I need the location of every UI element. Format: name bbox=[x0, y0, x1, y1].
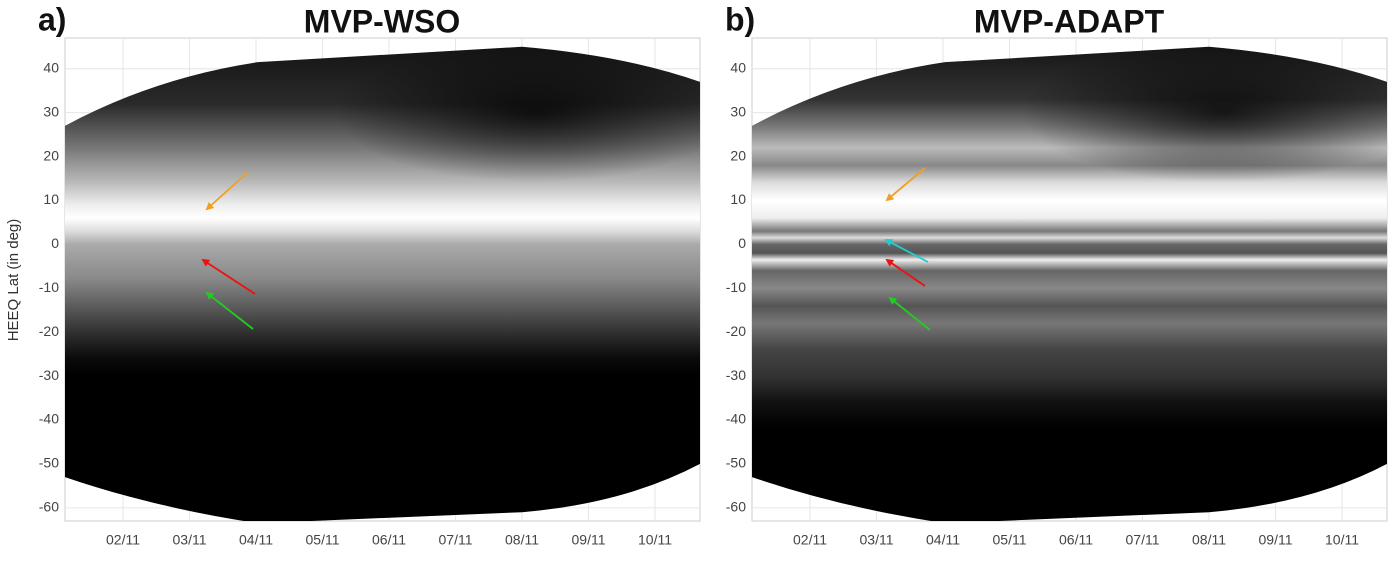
chart-title: MVP-WSO bbox=[304, 3, 460, 39]
y-tick-label: 0 bbox=[738, 235, 746, 251]
y-tick-label: 30 bbox=[43, 103, 59, 119]
x-tick-label: 06/11 bbox=[1059, 532, 1093, 548]
chart-title: MVP-ADAPT bbox=[974, 3, 1165, 39]
x-tick-label: 02/11 bbox=[106, 532, 140, 548]
x-tick-label: 04/11 bbox=[926, 532, 960, 548]
annotation-arrow bbox=[205, 291, 254, 330]
y-tick-label: 10 bbox=[43, 191, 59, 207]
panel-label: b) bbox=[725, 1, 755, 37]
annotation-arrow bbox=[885, 167, 926, 202]
x-tick-label: 04/11 bbox=[239, 532, 273, 548]
y-tick-label: 20 bbox=[43, 147, 59, 163]
y-tick-label: -10 bbox=[39, 279, 59, 295]
y-tick-label: -30 bbox=[39, 367, 59, 383]
y-tick-label: 20 bbox=[730, 147, 746, 163]
heatmap-image bbox=[65, 46, 700, 521]
x-tick-label: 03/11 bbox=[173, 532, 207, 548]
annotation-arrow bbox=[884, 239, 929, 263]
panel: b) MVP-ADAPT -60 -50 -40 -30 -20 -10 0 10 20 30 40 02… bbox=[725, 1, 1388, 548]
x-tick-label: 09/11 bbox=[1259, 532, 1293, 548]
y-tick-label: -30 bbox=[726, 367, 746, 383]
heatmap-shade bbox=[335, 46, 700, 183]
y-tick-label: -10 bbox=[726, 279, 746, 295]
annotation-arrow bbox=[201, 258, 256, 295]
y-tick-label: -50 bbox=[39, 455, 59, 471]
x-tick-label: 05/11 bbox=[306, 532, 340, 548]
heatmap-shade bbox=[1022, 46, 1387, 183]
x-tick-label: 02/11 bbox=[793, 532, 827, 548]
annotation-arrow bbox=[205, 171, 249, 211]
y-tick-label: -20 bbox=[726, 323, 746, 339]
y-tick-label: -50 bbox=[726, 455, 746, 471]
panel: a) MVP-WSO HEEQ Lat (in deg) -60 -50 -40 -30 -2… bbox=[5, 1, 701, 548]
y-tick-label: 10 bbox=[730, 191, 746, 207]
x-tick-label: 03/11 bbox=[860, 532, 894, 548]
y-tick-label: 40 bbox=[43, 59, 59, 75]
y-tick-label: -60 bbox=[726, 499, 746, 515]
annotation-arrow bbox=[885, 258, 926, 287]
x-tick-label: 08/11 bbox=[505, 532, 539, 548]
x-tick-label: 07/11 bbox=[1126, 532, 1160, 548]
x-tick-label: 10/11 bbox=[1325, 532, 1359, 548]
y-tick-label: 30 bbox=[730, 103, 746, 119]
x-tick-label: 08/11 bbox=[1192, 532, 1226, 548]
y-tick-label: -40 bbox=[39, 411, 59, 427]
y-tick-label: -60 bbox=[39, 499, 59, 515]
y-tick-label: -40 bbox=[726, 411, 746, 427]
y-tick-label: -20 bbox=[39, 323, 59, 339]
annotation-arrow bbox=[888, 296, 931, 331]
x-tick-label: 10/11 bbox=[638, 532, 672, 548]
panel-label: a) bbox=[38, 1, 66, 37]
y-tick-label: 40 bbox=[730, 59, 746, 75]
y-axis-label: HEEQ Lat (in deg) bbox=[5, 219, 22, 342]
y-tick-label: 0 bbox=[51, 235, 59, 251]
x-tick-label: 07/11 bbox=[439, 532, 473, 548]
x-tick-label: 05/11 bbox=[993, 532, 1027, 548]
heatmap-image bbox=[752, 46, 1387, 521]
x-tick-label: 09/11 bbox=[572, 532, 606, 548]
x-tick-label: 06/11 bbox=[372, 532, 406, 548]
